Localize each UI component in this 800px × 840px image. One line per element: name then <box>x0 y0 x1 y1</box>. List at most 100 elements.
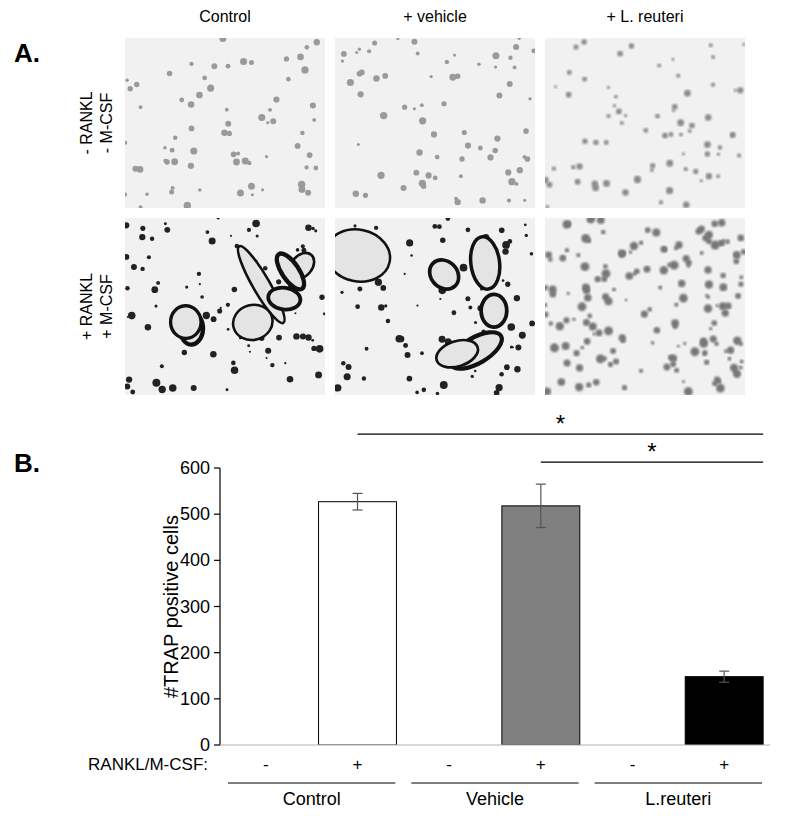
cell <box>589 322 597 330</box>
micrograph-bg <box>335 38 535 208</box>
cell <box>494 65 497 68</box>
cell <box>357 286 362 291</box>
cell <box>258 114 265 121</box>
cell <box>647 307 652 312</box>
figure: A.Control+ vehicle+ L. reuteri- RANKL- M… <box>0 0 800 840</box>
row-label: + M-CSF <box>98 274 115 339</box>
significance-star: * <box>556 410 565 437</box>
cell <box>191 385 197 391</box>
cell <box>684 387 693 395</box>
cell <box>453 53 456 56</box>
cell <box>266 357 268 359</box>
column-header: + vehicle <box>403 8 467 25</box>
cell <box>567 70 572 75</box>
cell <box>502 248 508 254</box>
cell <box>125 192 127 196</box>
cell <box>225 108 229 112</box>
cell <box>462 130 467 135</box>
cell <box>716 174 720 178</box>
cell <box>652 228 660 236</box>
cell <box>606 114 610 118</box>
cell <box>310 102 316 108</box>
cell <box>323 312 325 315</box>
cell <box>284 56 289 61</box>
cell <box>185 286 188 289</box>
cell <box>513 65 517 69</box>
cell <box>601 230 606 235</box>
osteoclast <box>272 249 309 293</box>
cell <box>719 283 727 291</box>
cell <box>710 336 717 343</box>
cell <box>741 249 745 255</box>
cell <box>513 44 519 50</box>
cell <box>603 264 608 269</box>
cell <box>581 234 590 243</box>
cell <box>690 347 699 356</box>
cell <box>382 73 388 79</box>
cell <box>704 360 709 365</box>
cell <box>300 131 305 136</box>
cell <box>643 128 648 133</box>
cell <box>211 316 217 322</box>
cell <box>592 332 596 336</box>
cell <box>528 97 531 100</box>
cell <box>189 126 195 132</box>
cell <box>604 297 612 305</box>
cell <box>211 63 217 69</box>
cell <box>722 309 729 316</box>
cell <box>452 310 457 315</box>
cell <box>159 386 166 393</box>
bars <box>319 484 764 745</box>
cell <box>300 333 306 339</box>
cell <box>709 327 713 331</box>
cell <box>315 371 322 378</box>
cell <box>739 342 743 346</box>
osteoclast <box>424 254 465 295</box>
cell <box>145 324 151 330</box>
cell <box>737 153 741 157</box>
cell <box>657 63 661 67</box>
cell <box>439 298 441 300</box>
micrograph-bg <box>545 218 745 395</box>
cell <box>604 326 613 335</box>
cell <box>419 117 426 124</box>
error-cap <box>353 493 363 494</box>
row-label: RANKL/M-CSF: <box>88 755 208 774</box>
y-tick-label: 400 <box>180 550 210 570</box>
cell <box>552 166 556 170</box>
cell <box>169 384 177 392</box>
cell <box>666 187 673 194</box>
micrograph <box>545 38 745 208</box>
cell <box>672 104 678 110</box>
cell <box>160 364 164 368</box>
cell <box>624 114 627 117</box>
cell <box>455 73 461 79</box>
x-tick-label: + <box>536 755 546 774</box>
bar <box>502 506 580 745</box>
osteoclast <box>229 300 276 344</box>
cell <box>563 317 569 323</box>
cell <box>700 251 704 255</box>
cell <box>374 226 378 230</box>
cell <box>565 248 569 252</box>
cell <box>440 238 445 243</box>
cell <box>140 226 145 231</box>
cell <box>170 148 175 153</box>
cell <box>411 39 417 45</box>
cell <box>492 52 499 59</box>
cell <box>247 228 251 232</box>
cell <box>523 199 526 202</box>
cell <box>357 71 363 77</box>
cell <box>163 159 167 163</box>
cell <box>733 259 739 265</box>
cell <box>593 140 598 145</box>
cell <box>650 163 655 168</box>
cell <box>265 348 271 354</box>
error-cap <box>353 509 363 510</box>
cell <box>632 272 636 276</box>
cell <box>662 133 668 139</box>
cell <box>477 63 481 67</box>
cell <box>573 350 579 356</box>
cell <box>402 105 407 110</box>
cell <box>294 312 296 314</box>
